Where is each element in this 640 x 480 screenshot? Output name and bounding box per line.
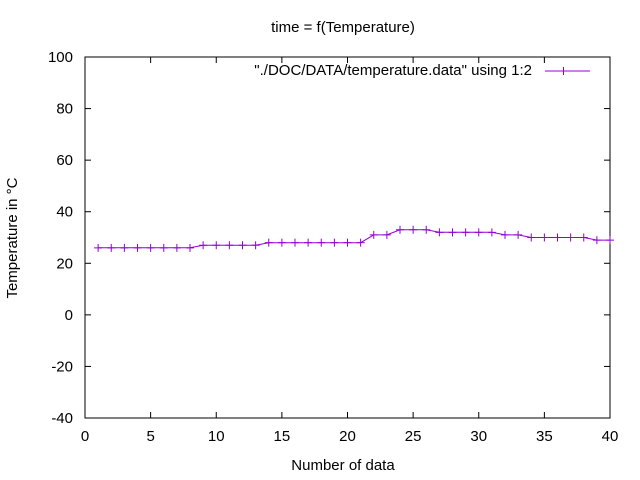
x-tick-label: 30: [470, 428, 487, 445]
series-line: [98, 229, 610, 249]
x-axis-label: Number of data: [291, 457, 395, 474]
legend: "./DOC/DATA/temperature.data" using 1:2: [254, 62, 590, 79]
data-point: [566, 233, 575, 242]
y-tick-label: 20: [56, 255, 73, 272]
data-point: [133, 243, 142, 252]
data-point: [238, 241, 247, 250]
data-point: [343, 238, 352, 247]
data-point: [579, 233, 588, 242]
y-axis-label: Temperature in °C: [4, 177, 21, 298]
y-tick-label: 100: [48, 49, 73, 66]
x-tick-label: 35: [536, 428, 553, 445]
data-point: [251, 241, 260, 250]
chart-title: time = f(Temperature): [271, 19, 415, 36]
data-point: [317, 238, 326, 247]
x-tick-label: 25: [405, 428, 422, 445]
data-point: [172, 243, 181, 252]
legend-label: "./DOC/DATA/temperature.data" using 1:2: [254, 62, 532, 79]
data-point: [501, 230, 509, 239]
data-point: [264, 238, 273, 247]
data-point: [159, 243, 168, 252]
x-tick-label: 40: [602, 428, 619, 445]
data-point: [606, 236, 614, 245]
data-point: [277, 238, 286, 247]
data-point: [461, 228, 470, 237]
data-point: [356, 238, 365, 247]
data-point: [382, 230, 391, 239]
y-tick-label: -20: [51, 358, 73, 375]
y-tick-label: 0: [65, 307, 73, 324]
x-tick-label: 20: [339, 428, 356, 445]
data-point: [514, 230, 523, 239]
y-tick-label: 40: [56, 204, 73, 221]
x-tick-label: 15: [274, 428, 291, 445]
data-point: [107, 243, 116, 252]
data-point: [120, 243, 129, 252]
data-point: [592, 236, 601, 245]
data-point: [146, 243, 155, 252]
data-point: [422, 225, 431, 234]
data-point: [304, 238, 313, 247]
data-point: [487, 228, 496, 237]
data-point: [330, 238, 339, 247]
data-point: [396, 225, 404, 234]
y-tick-label: 60: [56, 152, 73, 169]
data-point: [553, 233, 562, 242]
data-point: [369, 230, 378, 239]
axes-group: 0 5 10 15 20 25 30 35 40 -40 -20 0 20 40 60 80 100: [48, 49, 618, 445]
data-point: [540, 233, 549, 242]
data-point: [527, 233, 536, 242]
data-point: [409, 225, 418, 234]
y-tick-label: -40: [51, 410, 73, 427]
data-point: [474, 228, 483, 237]
data-point: [291, 238, 299, 247]
data-point: [225, 241, 234, 250]
data-point: [448, 228, 457, 237]
x-tick-label: 5: [146, 428, 154, 445]
data-point: [435, 228, 444, 237]
series-group: [94, 225, 614, 252]
data-point: [199, 241, 208, 250]
data-point: [94, 243, 103, 252]
x-tick-label: 0: [81, 428, 89, 445]
data-point: [212, 241, 221, 250]
x-tick-label: 10: [208, 428, 225, 445]
y-tick-label: 80: [56, 101, 73, 118]
data-point: [186, 243, 194, 252]
